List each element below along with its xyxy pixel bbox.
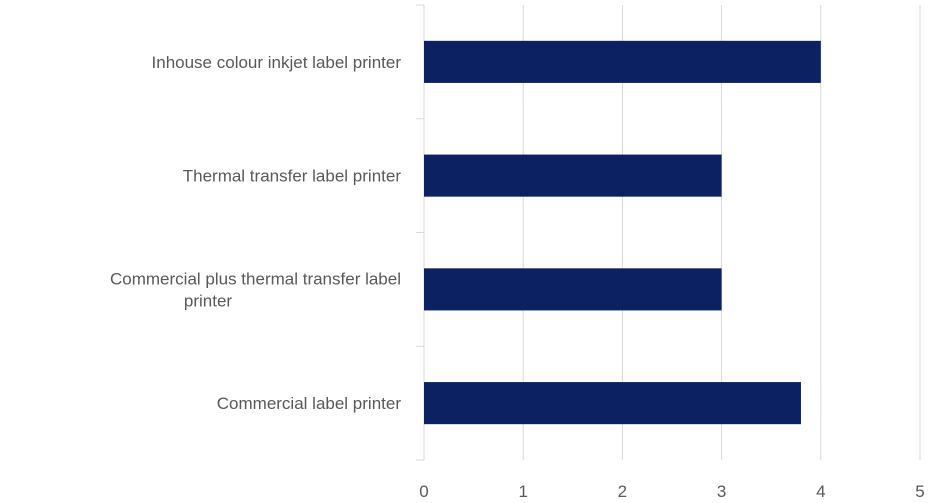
category-label-2-line-0: Commercial plus thermal transfer label	[110, 269, 401, 288]
category-label-2-line-1: printer	[184, 291, 233, 310]
x-tick-label-1: 1	[518, 482, 527, 501]
category-label-0-line-0: Inhouse colour inkjet label printer	[152, 53, 402, 72]
x-tick-label-3: 3	[717, 482, 726, 501]
bar-series	[424, 40, 821, 425]
category-axis	[416, 4, 424, 461]
x-tick-label-4: 4	[816, 482, 825, 501]
category-label-3-line-0: Commercial label printer	[217, 394, 402, 413]
bar-3	[424, 382, 801, 425]
bar-2	[424, 268, 722, 311]
x-tick-labels: 0 1 2 3 4 5	[419, 482, 924, 501]
category-label-1-line-0: Thermal transfer label printer	[183, 167, 402, 186]
x-tick-label-5: 5	[915, 482, 924, 501]
x-tick-label-2: 2	[618, 482, 627, 501]
bar-1	[424, 154, 722, 197]
bar-0	[424, 40, 821, 83]
x-tick-label-0: 0	[419, 482, 428, 501]
category-labels: Inhouse colour inkjet label printer Therm…	[110, 53, 401, 413]
